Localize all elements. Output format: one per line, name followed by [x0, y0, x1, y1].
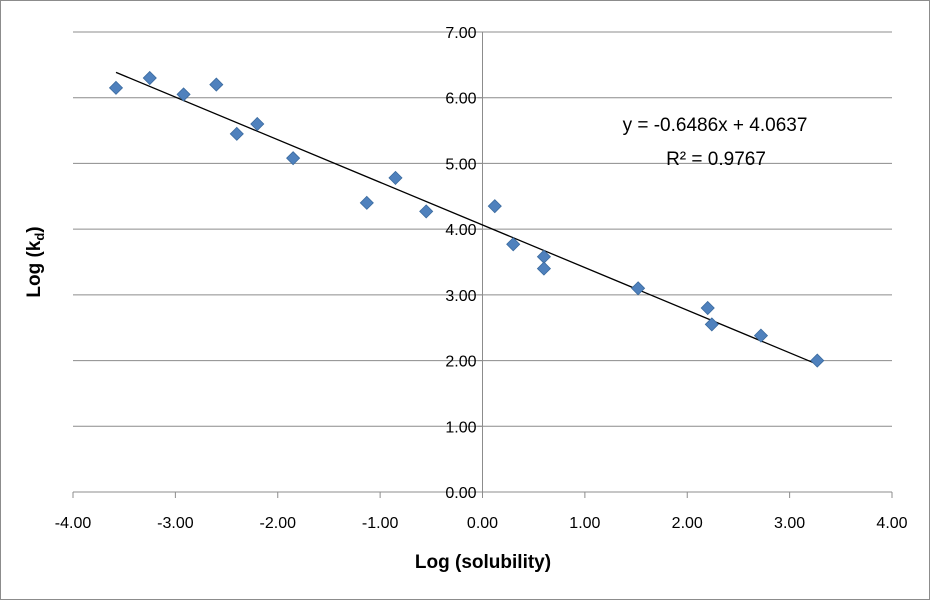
data-point — [142, 70, 157, 86]
y-axis-title-sub: d — [32, 233, 47, 241]
y-tick-label: 3.00 — [445, 288, 476, 305]
x-tick-label: 4.00 — [876, 515, 907, 532]
y-tick-label: 5.00 — [445, 156, 476, 173]
x-tick-label: -3.00 — [157, 515, 194, 532]
trendline — [115, 71, 818, 365]
y-tick-label: 4.00 — [445, 222, 476, 239]
data-point — [388, 170, 403, 185]
y-axis-title-end: ) — [24, 226, 45, 232]
data-point — [250, 116, 265, 132]
data-point — [700, 300, 715, 316]
data-point — [753, 328, 769, 343]
data-point — [631, 281, 646, 296]
data-points — [108, 70, 825, 368]
x-axis-title: Log (solubility) — [415, 552, 551, 573]
data-point — [419, 204, 434, 219]
data-point — [536, 261, 551, 276]
data-point — [359, 195, 374, 210]
x-tick-label: 0.00 — [467, 515, 498, 532]
y-tick-label: 7.00 — [445, 25, 476, 42]
x-tick-label: -2.00 — [260, 515, 297, 532]
x-tick-label: 3.00 — [774, 515, 805, 532]
data-point — [176, 87, 191, 102]
data-point — [810, 353, 825, 368]
trendline-group — [115, 71, 818, 365]
data-point — [487, 199, 502, 214]
y-tick-label: 6.00 — [445, 91, 476, 108]
y-tick-label: 2.00 — [445, 354, 476, 371]
trendline-equation: y = -0.6486x + 4.0637 — [623, 115, 808, 136]
y-axis-title-main: Log (k — [24, 240, 45, 297]
data-point — [209, 77, 224, 92]
x-tick-label: -4.00 — [55, 515, 92, 532]
y-tick-labels: 0.00 1.00 2.00 3.00 4.00 5.00 6.00 7.00 — [445, 25, 476, 502]
y-tick-label: 0.00 — [445, 485, 476, 502]
y-tick-label: 1.00 — [445, 419, 476, 436]
r-squared-label: R² = 0.9767 — [666, 149, 766, 170]
x-tick-label: 1.00 — [569, 515, 600, 532]
data-point — [229, 126, 244, 141]
y-axis-title: Log (kd) — [24, 226, 47, 297]
x-tick-labels: -4.00 -3.00 -2.00 -1.00 0.00 1.00 2.00 3.00 4.00 — [55, 515, 908, 532]
data-point — [506, 237, 521, 252]
axes — [72, 31, 893, 498]
x-tick-label: -1.00 — [362, 515, 399, 532]
data-point — [108, 80, 124, 95]
x-tick-label: 2.00 — [672, 515, 703, 532]
data-point — [286, 151, 301, 166]
data-point — [704, 317, 719, 332]
